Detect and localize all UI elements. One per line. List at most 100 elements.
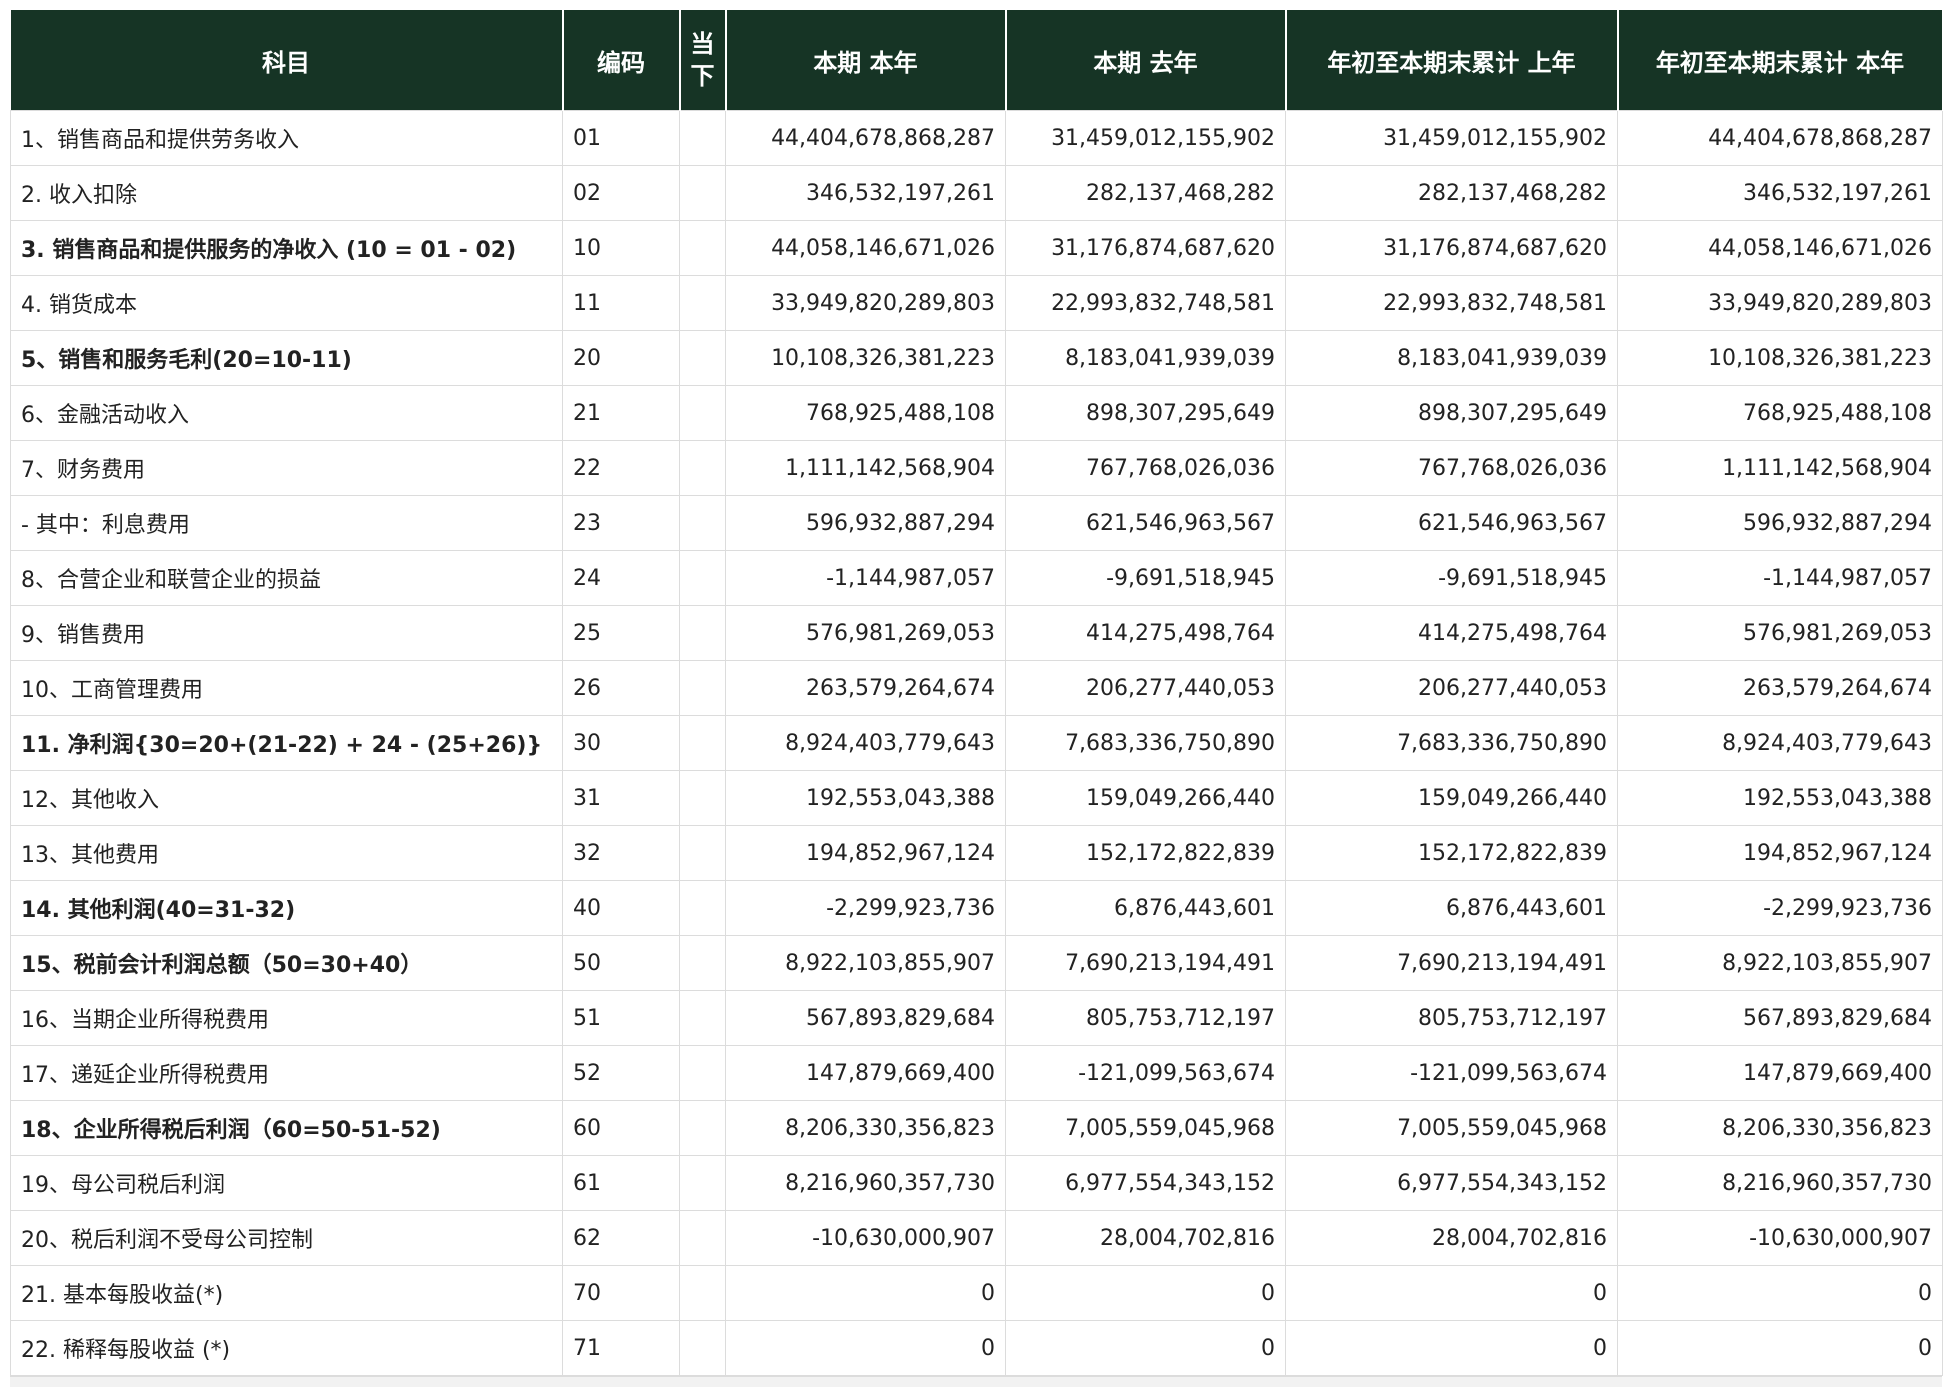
value-current-last-year: 282,137,468,282 xyxy=(1005,165,1286,221)
table-footer-strip xyxy=(10,1376,1942,1387)
value-current-last-year: 159,049,266,440 xyxy=(1005,770,1286,826)
row-current-marker xyxy=(679,220,726,276)
table-row: - 其中：利息费用 23 596,932,887,294 621,546,963,56… xyxy=(10,495,1943,551)
value-current-last-year: 898,307,295,649 xyxy=(1005,385,1286,441)
value-ytd-this-year: 346,532,197,261 xyxy=(1617,165,1943,221)
value-current-last-year: -121,099,563,674 xyxy=(1005,1045,1286,1101)
value-ytd-last-year: 206,277,440,053 xyxy=(1285,660,1618,716)
value-ytd-this-year: -2,299,923,736 xyxy=(1617,880,1943,936)
table-row: 18、企业所得税后利润（60=50-51-52) 60 8,206,330,356,… xyxy=(10,1100,1943,1156)
value-current-last-year: 6,876,443,601 xyxy=(1005,880,1286,936)
row-current-marker xyxy=(679,1045,726,1101)
value-ytd-last-year: -9,691,518,945 xyxy=(1285,550,1618,606)
value-ytd-this-year: 194,852,967,124 xyxy=(1617,825,1943,881)
value-current-last-year: 206,277,440,053 xyxy=(1005,660,1286,716)
value-ytd-this-year: 567,893,829,684 xyxy=(1617,990,1943,1046)
value-ytd-this-year: 576,981,269,053 xyxy=(1617,605,1943,661)
row-code: 50 xyxy=(562,935,680,991)
row-code: 22 xyxy=(562,440,680,496)
row-code: 31 xyxy=(562,770,680,826)
row-label: 8、合营企业和联营企业的损益 xyxy=(10,550,563,606)
value-current-last-year: 28,004,702,816 xyxy=(1005,1210,1286,1266)
table-row: 15、税前会计利润总额（50=30+40） 50 8,922,103,855,907… xyxy=(10,935,1943,991)
row-current-marker xyxy=(679,110,726,166)
value-ytd-this-year: 44,058,146,671,026 xyxy=(1617,220,1943,276)
value-ytd-last-year: 414,275,498,764 xyxy=(1285,605,1618,661)
row-code: 62 xyxy=(562,1210,680,1266)
row-label: 7、财务费用 xyxy=(10,440,563,496)
row-label: 21. 基本每股收益(*) xyxy=(10,1265,563,1321)
value-ytd-this-year: 192,553,043,388 xyxy=(1617,770,1943,826)
table-row: 19、母公司税后利润 61 8,216,960,357,730 6,977,554,3… xyxy=(10,1155,1943,1211)
row-current-marker xyxy=(679,1265,726,1321)
value-ytd-this-year: -10,630,000,907 xyxy=(1617,1210,1943,1266)
value-current-last-year: 8,183,041,939,039 xyxy=(1005,330,1286,386)
row-current-marker xyxy=(679,715,726,771)
table-row: 4. 销货成本 11 33,949,820,289,803 22,993,832,74… xyxy=(10,275,1943,331)
table-row: 16、当期企业所得税费用 51 567,893,829,684 805,753,712… xyxy=(10,990,1943,1046)
value-ytd-this-year: 0 xyxy=(1617,1320,1943,1376)
row-label: 12、其他收入 xyxy=(10,770,563,826)
value-ytd-this-year: 8,216,960,357,730 xyxy=(1617,1155,1943,1211)
table-row: 20、税后利润不受母公司控制 62 -10,630,000,907 28,004,70… xyxy=(10,1210,1943,1266)
table-header: 科目 编码 当下 本期 本年 本期 去年 年初至本期末累计 上年 年初至本期末累… xyxy=(10,10,1944,111)
header-current-period-this-year: 本期 本年 xyxy=(724,10,1007,111)
row-code: 10 xyxy=(562,220,680,276)
value-ytd-last-year: 159,049,266,440 xyxy=(1285,770,1618,826)
row-code: 71 xyxy=(562,1320,680,1376)
value-current-this-year: 596,932,887,294 xyxy=(725,495,1006,551)
table-row: 13、其他费用 32 194,852,967,124 152,172,822,839 1… xyxy=(10,825,1943,881)
value-ytd-last-year: -121,099,563,674 xyxy=(1285,1045,1618,1101)
row-code: 51 xyxy=(562,990,680,1046)
row-label: 15、税前会计利润总额（50=30+40） xyxy=(10,935,563,991)
value-current-last-year: 7,005,559,045,968 xyxy=(1005,1100,1286,1156)
row-current-marker xyxy=(679,1320,726,1376)
row-label: 11. 净利润{30=20+(21-22) + 24 - (25+26)} xyxy=(10,715,563,771)
row-current-marker xyxy=(679,660,726,716)
table-row: 17、递延企业所得税费用 52 147,879,669,400 -121,099,56… xyxy=(10,1045,1943,1101)
value-ytd-last-year: 0 xyxy=(1285,1265,1618,1321)
row-code: 24 xyxy=(562,550,680,606)
value-current-last-year: 414,275,498,764 xyxy=(1005,605,1286,661)
value-ytd-this-year: 8,924,403,779,643 xyxy=(1617,715,1943,771)
row-label: 22. 稀释每股收益 (*) xyxy=(10,1320,563,1376)
row-label: 17、递延企业所得税费用 xyxy=(10,1045,563,1101)
row-code: 60 xyxy=(562,1100,680,1156)
value-ytd-this-year: 596,932,887,294 xyxy=(1617,495,1943,551)
row-code: 25 xyxy=(562,605,680,661)
value-current-last-year: 7,683,336,750,890 xyxy=(1005,715,1286,771)
value-ytd-last-year: 31,176,874,687,620 xyxy=(1285,220,1618,276)
row-current-marker xyxy=(679,385,726,441)
value-current-last-year: 0 xyxy=(1005,1265,1286,1321)
value-current-this-year: 0 xyxy=(725,1265,1006,1321)
table-row: 1、销售商品和提供劳务收入 01 44,404,678,868,287 31,459,… xyxy=(10,110,1943,166)
row-code: 23 xyxy=(562,495,680,551)
value-ytd-this-year: 10,108,326,381,223 xyxy=(1617,330,1943,386)
value-ytd-last-year: 8,183,041,939,039 xyxy=(1285,330,1618,386)
row-code: 40 xyxy=(562,880,680,936)
row-current-marker xyxy=(679,275,726,331)
value-current-this-year: -10,630,000,907 xyxy=(725,1210,1006,1266)
value-current-this-year: 10,108,326,381,223 xyxy=(725,330,1006,386)
row-code: 11 xyxy=(562,275,680,331)
row-current-marker xyxy=(679,330,726,386)
value-ytd-this-year: 33,949,820,289,803 xyxy=(1617,275,1943,331)
row-current-marker xyxy=(679,495,726,551)
row-label: - 其中：利息费用 xyxy=(10,495,563,551)
table-body: 1、销售商品和提供劳务收入 01 44,404,678,868,287 31,459,… xyxy=(10,110,1943,1376)
value-ytd-this-year: 44,404,678,868,287 xyxy=(1617,110,1943,166)
row-label: 20、税后利润不受母公司控制 xyxy=(10,1210,563,1266)
row-current-marker xyxy=(679,440,726,496)
row-label: 14. 其他利润(40=31-32) xyxy=(10,880,563,936)
header-ytd-last-year: 年初至本期末累计 上年 xyxy=(1284,10,1619,111)
value-ytd-last-year: 152,172,822,839 xyxy=(1285,825,1618,881)
row-code: 20 xyxy=(562,330,680,386)
value-current-last-year: -9,691,518,945 xyxy=(1005,550,1286,606)
value-current-this-year: -2,299,923,736 xyxy=(725,880,1006,936)
table-row: 7、财务费用 22 1,111,142,568,904 767,768,026,036… xyxy=(10,440,1943,496)
value-ytd-last-year: 22,993,832,748,581 xyxy=(1285,275,1618,331)
table-row: 10、工商管理费用 26 263,579,264,674 206,277,440,05… xyxy=(10,660,1943,716)
row-label: 4. 销货成本 xyxy=(10,275,563,331)
table-row: 12、其他收入 31 192,553,043,388 159,049,266,440 1… xyxy=(10,770,1943,826)
value-ytd-this-year: 263,579,264,674 xyxy=(1617,660,1943,716)
